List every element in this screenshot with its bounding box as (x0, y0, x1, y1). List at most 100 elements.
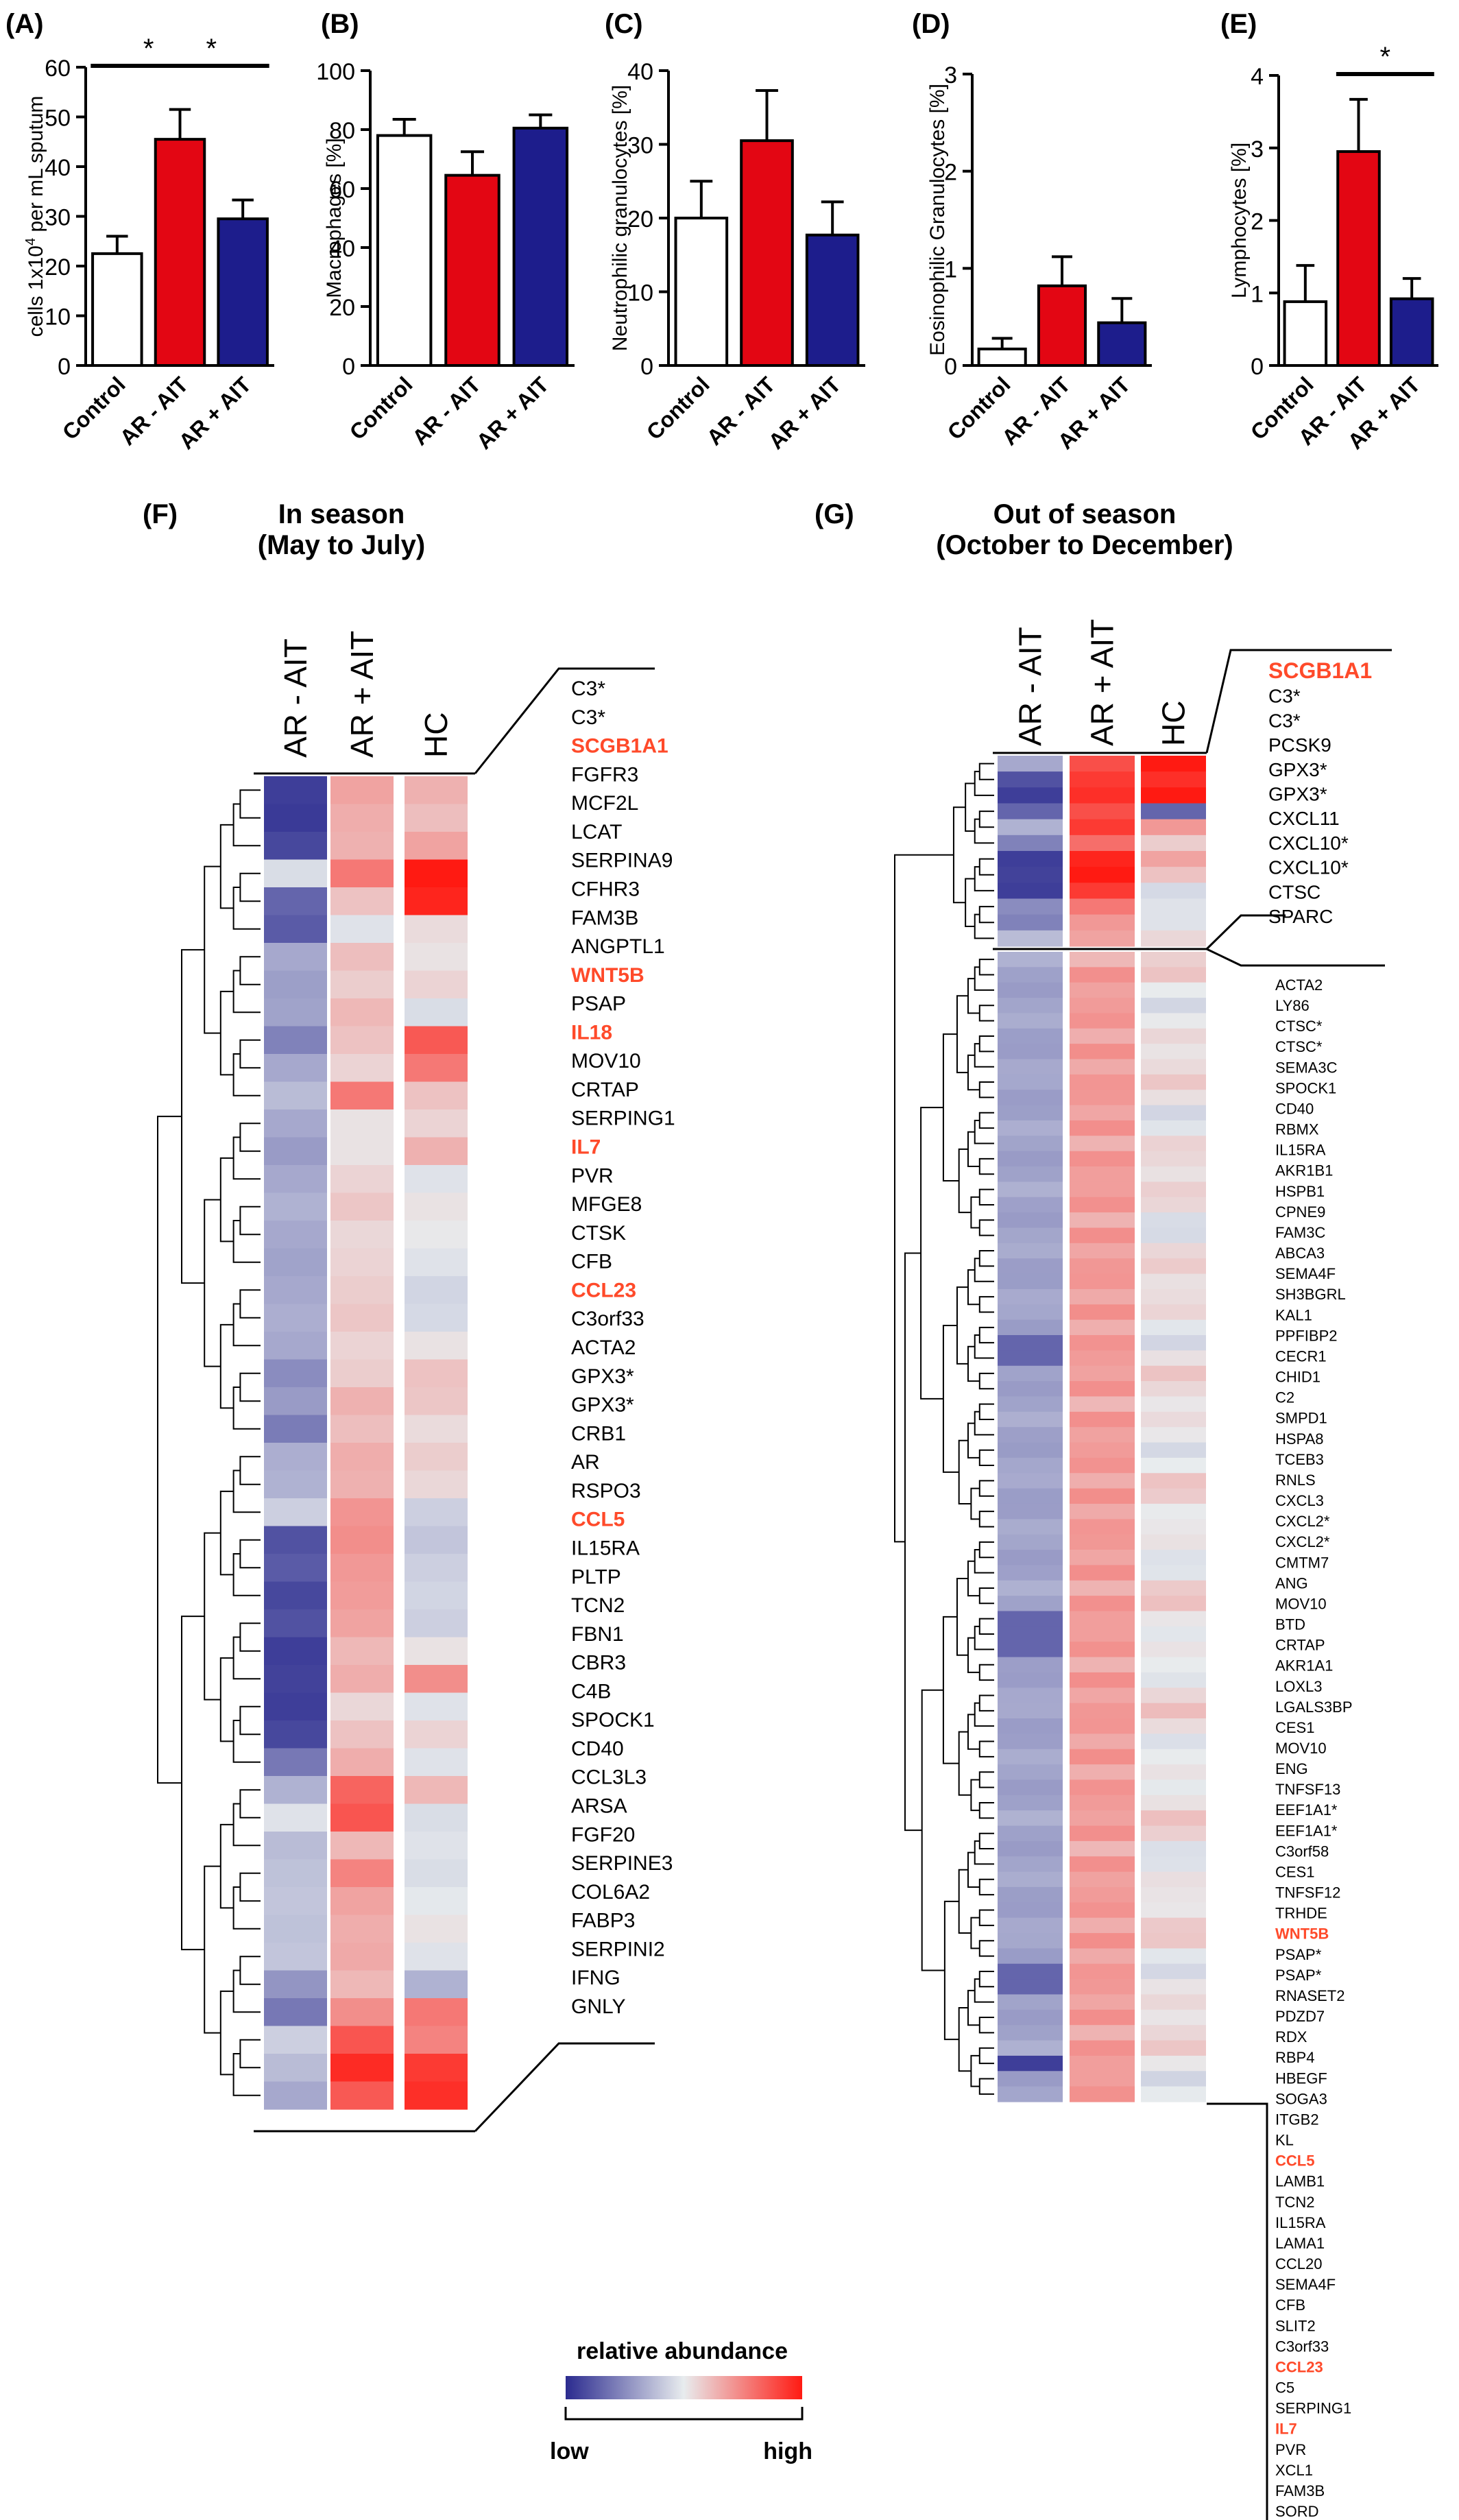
row-label: CHID1 (1275, 1369, 1321, 1386)
dendrogram-branch (232, 970, 261, 1013)
dendrogram-branch (219, 1657, 234, 1742)
heatmap-cell (1141, 1136, 1206, 1152)
heatmap-cell (998, 1565, 1063, 1581)
heatmap-cell (1141, 1151, 1206, 1167)
heatmap-cell (1141, 1871, 1206, 1888)
heatmap-cell (1141, 1917, 1206, 1934)
row-label: CRB1 (571, 1422, 626, 1445)
dendrogram-branch (974, 1258, 994, 1282)
dendrogram-branch (219, 1490, 234, 1576)
heatmap-cell (1070, 1227, 1135, 1244)
heatmap-title: Out of season (993, 499, 1177, 529)
row-label: CXCL2* (1275, 1533, 1330, 1550)
panel-label: (E) (1220, 9, 1257, 39)
dendrogram-branch (239, 1456, 261, 1485)
row-label: CCL23 (571, 1279, 636, 1301)
heatmap-cell (330, 970, 394, 999)
dendrogram-branch (974, 1334, 994, 1359)
dendrogram-branch (239, 1789, 261, 1819)
heatmap-cell (1141, 1457, 1206, 1474)
row-label: HSPA8 (1275, 1430, 1324, 1448)
heatmap-cell (998, 1304, 1063, 1321)
heatmap-cell (405, 915, 468, 944)
bar-ar-plus-ait (217, 217, 269, 367)
y-tick-label: 0 (640, 354, 653, 380)
row-label: CXCL11 (1268, 808, 1340, 829)
heatmap-cell (1141, 787, 1206, 804)
heatmap-cell (405, 1470, 468, 1499)
row-label: C5 (1275, 2379, 1294, 2397)
heatmap-cell (264, 1470, 327, 1499)
dendrogram-branch (232, 1886, 261, 1930)
heatmap-cell (998, 851, 1063, 867)
heatmap-cell (1070, 1840, 1135, 1857)
heatmap-cell (405, 2026, 468, 2054)
row-label: MOV10 (571, 1050, 641, 1072)
bar-ar-plus-ait (512, 126, 569, 367)
heatmap-cell (1070, 819, 1135, 836)
row-label: PSAP (571, 993, 626, 1016)
dendrogram-branch (219, 1990, 234, 2076)
y-axis-label: Macrophages [%] (323, 138, 346, 298)
y-tick-label: 1 (1251, 281, 1264, 307)
heatmap-cell (998, 1688, 1063, 1704)
heatmap-cell (264, 1026, 327, 1055)
heatmap-cell (405, 2081, 468, 2110)
heatmap-cell (1070, 1457, 1135, 1474)
heatmap-cell (1141, 1902, 1206, 1919)
row-label: FAM3B (1275, 2482, 1325, 2499)
bar-control (977, 347, 1027, 367)
colorbar: relative abundance low high (550, 2338, 812, 2464)
y-axis-label: Eosinophilic Granulocytes [%] (926, 84, 949, 356)
y-tick-label: 60 (329, 177, 355, 203)
heatmap-cell (330, 1081, 394, 1110)
heatmap-cell (1070, 898, 1135, 915)
dendrogram-branch (943, 1900, 959, 2041)
y-tick-label: 10 (45, 304, 71, 331)
heatmap-cell (1141, 1381, 1206, 1397)
dendrogram-branch (204, 1865, 221, 2034)
dendrogram-branch (970, 1779, 980, 1812)
row-label: CPNE9 (1275, 1203, 1325, 1221)
heatmap-cell (998, 1273, 1063, 1290)
heatmap-cell (330, 1776, 394, 1805)
heatmap-cell (1070, 1013, 1135, 1029)
heatmap-cell (1070, 1411, 1135, 1428)
heatmap-cell (1141, 1994, 1206, 2011)
heatmap-cell (1070, 1764, 1135, 1781)
y-tick-label: 10 (627, 280, 653, 307)
row-label: CRTAP (1275, 1637, 1325, 1654)
heatmap-cell (1141, 2025, 1206, 2041)
heatmap-cell (405, 832, 468, 861)
heatmap-cell (1070, 1948, 1135, 1965)
row-label: IL7 (571, 1136, 601, 1159)
heatmap-cell (998, 967, 1063, 983)
heatmap-cell (1141, 1840, 1206, 1857)
heatmap-cell (998, 1120, 1063, 1136)
heatmap-cell (998, 2086, 1063, 2102)
heatmap-cell (264, 1832, 327, 1860)
row-label: LOXL3 (1275, 1678, 1323, 1695)
heatmap-cell (405, 859, 468, 888)
panel-label: (F) (143, 499, 178, 529)
heatmap-cell (1070, 967, 1135, 983)
row-label: WNT5B (1275, 1925, 1329, 1943)
row-label: PPFIBP2 (1275, 1327, 1337, 1344)
row-label: LY86 (1275, 997, 1310, 1014)
heatmap-cell (330, 1248, 394, 1277)
heatmap-cell (330, 1443, 394, 1472)
dendrogram-branch (978, 1112, 994, 1129)
heatmap-cell (1070, 1626, 1135, 1642)
label-bracket-top (474, 667, 655, 774)
row-label: GPX3* (1268, 784, 1327, 805)
heatmap-cell (1070, 2071, 1135, 2087)
dendrogram-branch (978, 1832, 994, 1850)
panel-label: (G) (815, 499, 854, 529)
row-label: PSAP* (1275, 1946, 1322, 1963)
heatmap-cell (1141, 1243, 1206, 1259)
dendrogram-branch (239, 1205, 261, 1236)
row-label: CXCL10* (1268, 857, 1349, 878)
label-bracket-top (1205, 649, 1392, 754)
heatmap-cell (264, 1776, 327, 1805)
